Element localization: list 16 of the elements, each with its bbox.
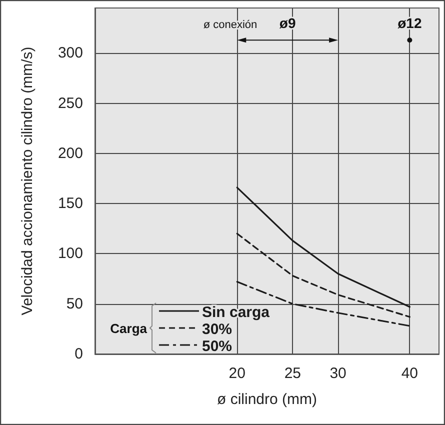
legend-label: 30%: [202, 321, 232, 338]
y-tick-label: 300: [58, 44, 83, 62]
y-tick-label: 0: [74, 346, 83, 362]
x-tick-label: 30: [330, 365, 346, 382]
y-tick-label: 250: [58, 94, 83, 112]
x-axis-title: ø cilindro (mm): [217, 391, 317, 408]
y-tick-label: 100: [58, 245, 83, 262]
x-tick-label: 20: [228, 365, 246, 382]
y-tick-label: 200: [58, 144, 83, 162]
y-tick-label: 50: [66, 295, 83, 312]
x-tick-label: 40: [401, 365, 418, 382]
legend-title: Carga: [110, 321, 148, 336]
y-tick-label: 150: [58, 195, 83, 212]
x-tick-label: 25: [284, 365, 302, 382]
y-axis-title: Velocidad accionamiento cilindro (mm/s): [19, 46, 36, 316]
legend-label: 50%: [202, 338, 232, 355]
